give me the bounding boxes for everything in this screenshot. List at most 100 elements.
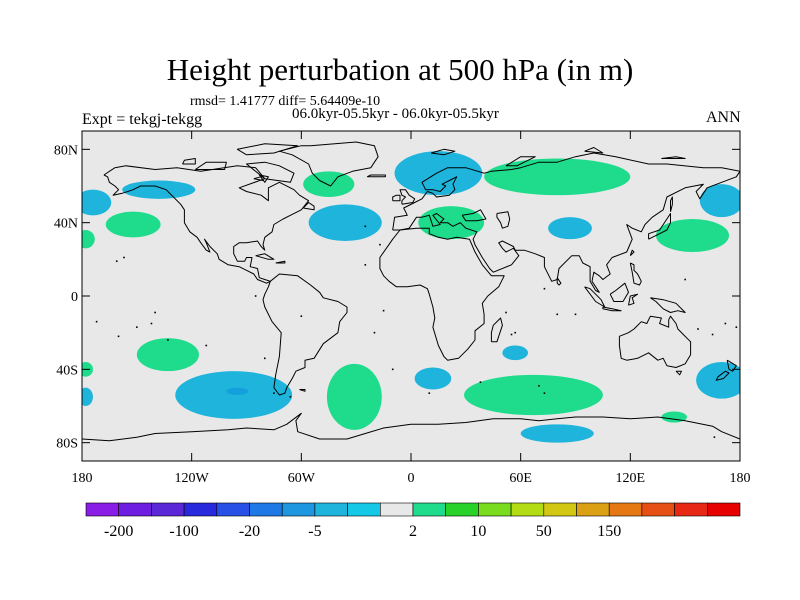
island-dot-29 [117,335,120,338]
colorbar-box-3 [183,502,218,517]
colorbar-label-6: 50 [536,523,552,540]
coastline-antarctica [82,412,740,442]
y-tick-label-1: 40N [54,217,78,232]
coastlines [82,141,740,442]
y-tick-label-2: 0 [71,290,78,305]
x-tick-label-4: 60E [509,471,532,486]
colorbar-box-17 [641,502,675,517]
island-dot-34 [538,385,540,387]
x-tick-label-0: 180 [72,471,93,486]
coastline-novaya-zemlya [505,156,536,167]
colorbar-box-5 [249,502,283,517]
coastline-sulawesi [628,293,639,306]
colorbar-box-6 [281,502,316,517]
contour-region-9 [548,217,592,240]
island-dot-4 [205,344,208,347]
coastline-north-america [103,165,310,284]
colorbar-box-2 [151,502,185,517]
island-dot-7 [300,315,303,317]
contour-region-0 [122,180,196,199]
coastline-south-america [262,273,348,396]
chart-title: Height perturbation at 500 hPa (in m) [166,52,634,87]
colorbar-label-0: -200 [104,523,133,540]
island-dot-22 [574,313,577,316]
coastline-iceland [366,174,386,178]
coastline-severnaya-zemlya [584,147,604,154]
colorbar-box-19 [706,502,741,517]
colorbar-box-15 [576,502,610,517]
coastline-taiwan [629,249,635,257]
contour-region-14 [82,387,93,406]
island-dot-5 [254,295,257,297]
period-text: 06.0kyr-05.5kyr - 06.0kyr-05.5kyr [292,106,499,122]
colorbar-label-7: 150 [597,523,621,540]
colorbar-box-18 [674,502,708,517]
colorbar-box-16 [608,502,643,517]
colorbar-box-9 [379,502,414,517]
island-dot-10 [379,243,381,246]
colorbar: -200 -100 -20 -5 2 10 50 150 [85,502,741,540]
island-dot-33 [289,396,292,398]
coastline-cuba [255,253,275,260]
colorbar-box-4 [216,502,250,517]
island-dot-24 [697,328,699,330]
contour-region-11 [699,184,740,218]
coastline-greenland [278,141,379,187]
x-tick-label-1: 120W [175,471,210,486]
experiment-label: Expt = tekgj-tekgg [82,111,203,128]
coastline-new-zealand-south [715,370,730,381]
y-tick-label-3: 40S [56,363,78,378]
coastline-baffin-island [246,161,295,183]
coastline-southampton-island [253,176,264,181]
contour-region-16 [226,387,249,396]
contour-region-15 [175,371,293,419]
colorbar-label-3: -5 [308,523,321,540]
coastline-hispaniola [275,260,286,264]
coastline-sakhalin [670,196,673,212]
island-dot-17 [510,333,513,336]
coastline-sumatra [584,286,606,308]
contour-region-6 [394,151,483,196]
island-dot-13 [391,368,394,371]
island-dot-6 [263,357,266,360]
coastline-caspian-sea [496,211,511,229]
coastline-japan [648,213,671,240]
contour-region-18 [414,367,452,390]
island-dot-35 [713,436,716,438]
contour-region-3 [82,230,95,249]
coastline-new-zealand-north [726,359,737,372]
y-tick-label-4: 80S [56,437,78,452]
colorbar-label-5: 10 [470,523,486,540]
island-dot-25 [711,333,714,336]
coastline-victoria-island [195,161,227,170]
colorbar-box-8 [347,502,381,517]
colorbar-box-11 [445,502,479,517]
colorbar-box-14 [543,502,577,517]
island-dot-2 [136,326,138,328]
colorbar-box-12 [478,502,512,517]
contour-region-17 [326,363,382,430]
island-dot-26 [724,322,727,325]
island-dot-0 [115,260,118,262]
contour-region-8 [484,158,631,196]
coastline-sri-lanka [556,277,562,286]
x-tick-label-5: 120E [616,471,646,486]
x-tick-label-3: 0 [408,471,415,486]
coastline-java [602,306,622,312]
island-dot-1 [123,256,125,259]
island-dot-21 [556,313,559,316]
coastline-philippines [629,262,642,286]
colorbar-box-0 [85,502,120,517]
contour-region-1 [82,189,112,216]
x-tick-label-2: 60W [288,471,316,486]
coastline-eurasia [392,152,740,293]
colorbar-label-4: 2 [409,523,417,540]
contour-region-7 [418,206,485,240]
island-dot-18 [514,331,516,334]
contour-region-4 [308,204,382,242]
coastline-newfoundland [302,202,315,211]
contour-region-2 [105,211,161,238]
coastline-falklands [299,389,306,392]
island-dots [95,225,738,438]
coastline-australia [618,315,692,368]
